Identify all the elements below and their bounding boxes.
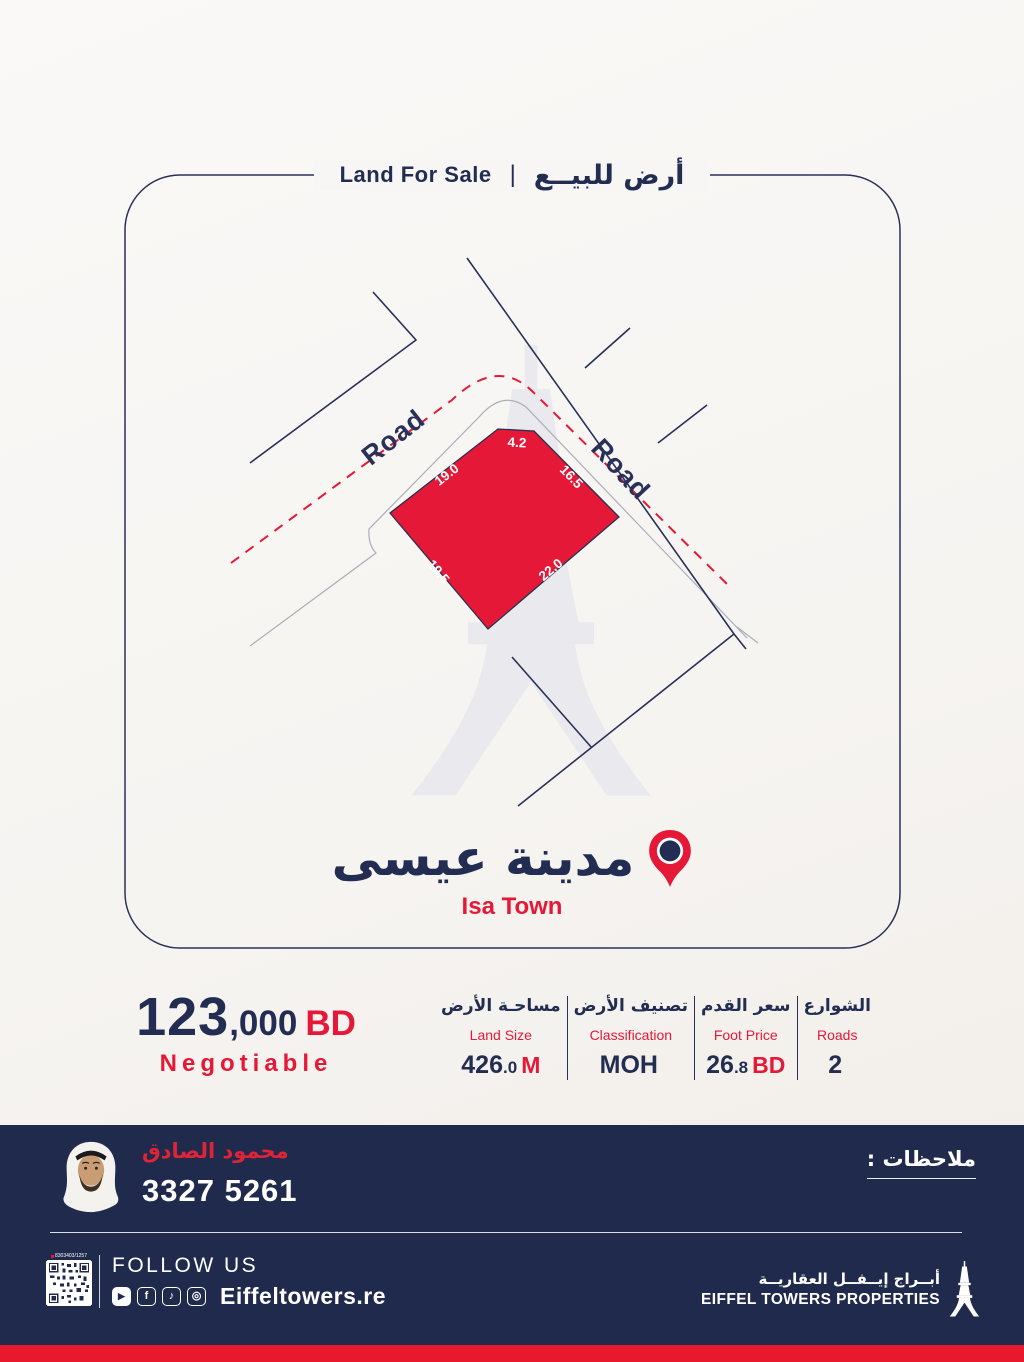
company-name-arabic: أبــراج إيــفــل العقاريــة [758, 1269, 940, 1288]
bottom-red-strip [0, 1345, 1024, 1362]
cadastral-lines [249, 257, 747, 807]
detail-label-en: Roads [816, 1026, 858, 1043]
facebook-icon[interactable]: f [137, 1287, 156, 1306]
website-link[interactable]: Eiffeltowers.re [220, 1283, 386, 1309]
price-block: 123 ,000 BD Negotiable [118, 986, 374, 1078]
tiktok-icon[interactable]: ♪ [162, 1287, 181, 1306]
company-logo: أبــراج إيــفــل العقاريــة EIFFEL TOWER… [701, 1261, 980, 1317]
agent-avatar-illustration [63, 1141, 119, 1213]
price-amount: 123 [136, 987, 230, 1047]
detail-label-ar: مساحـة الأرض [441, 996, 561, 1016]
notes-label: ملاحظات : [866, 1147, 976, 1179]
location-pin-icon [649, 830, 692, 887]
detail-label-en: Foot Price [713, 1026, 778, 1043]
dim-top: 4.2 [507, 435, 527, 451]
agent-band: محمود الصادق 3327 5261 ملاحظات : 8303403… [0, 1125, 1024, 1345]
detail-value: 26 [706, 1051, 734, 1079]
price-negotiable-label: Negotiable [159, 1050, 333, 1077]
detail-unit: M [521, 1052, 541, 1078]
sidewalk-tick [736, 626, 759, 644]
eiffel-tower-icon [949, 1261, 980, 1317]
youtube-icon[interactable]: ▶ [112, 1287, 131, 1306]
details-table: مساحـة الأرض Land Size 426.0 M تصنيف الأر… [435, 996, 871, 1080]
detail-label-ar: سعر القدم [700, 996, 791, 1016]
band-divider [50, 1232, 962, 1233]
detail-unit: BD [752, 1052, 786, 1078]
notes-block: ملاحظات : [866, 1147, 976, 1179]
detail-value-decimal: .8 [733, 1058, 749, 1077]
detail-value: 2 [828, 1051, 843, 1079]
company-name-english: EIFFEL TOWERS PROPERTIES [701, 1290, 940, 1308]
detail-column-roads: الشوارع Roads 2 [796, 996, 877, 1080]
detail-label-ar: الشوارع [803, 996, 871, 1016]
qr-caption-dot [51, 1254, 54, 1258]
agent-photo [52, 1137, 130, 1215]
price-amount-thousands: ,000 [229, 1004, 298, 1043]
road-centerline [230, 375, 732, 589]
detail-value-decimal: .0 [503, 1058, 518, 1077]
detail-column-classification: تصنيف الأرض Classification MOH [566, 996, 694, 1080]
road-label-left: Road [356, 403, 431, 471]
footer-divider [99, 1255, 100, 1308]
agent-phone[interactable]: 3327 5261 [142, 1173, 298, 1208]
agent-name: محمود الصادق [142, 1139, 289, 1163]
price-currency: BD [305, 1004, 356, 1043]
qr-code-image [46, 1260, 92, 1306]
location-name-arabic: مدينة عيسى [331, 829, 635, 887]
social-links: ▶ f ♪ ◎ Eiffeltowers.re [112, 1283, 386, 1310]
detail-column-land-size: مساحـة الأرض Land Size 426.0 M [435, 996, 567, 1080]
plot-polygon [389, 428, 620, 630]
detail-label-en: Land Size [469, 1026, 532, 1043]
location-name-english: Isa Town [461, 893, 563, 920]
detail-value: 426 [461, 1051, 503, 1079]
detail-value: MOH [599, 1051, 658, 1079]
qr-caption-text: 8303403/1257 [55, 1253, 87, 1259]
instagram-icon[interactable]: ◎ [187, 1287, 206, 1306]
qr-code[interactable]: 8303403/1257 [46, 1252, 92, 1311]
detail-label-en: Classification [589, 1026, 673, 1043]
sidewalk-line [249, 399, 748, 647]
detail-label-ar: تصنيف الأرض [573, 996, 688, 1016]
location-block: مدينة عيسى Isa Town [0, 830, 1024, 921]
follow-us-label: FOLLOW US [112, 1254, 259, 1277]
detail-column-foot-price: سعر القدم Foot Price 26.8 BD [693, 996, 797, 1080]
